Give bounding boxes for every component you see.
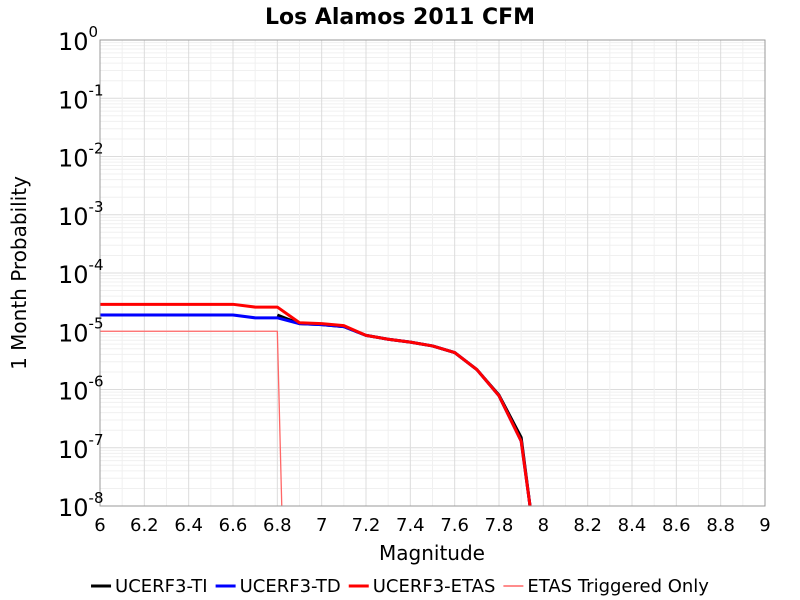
y-tick-exponent: -6 bbox=[89, 373, 104, 391]
series-line bbox=[100, 302, 532, 507]
y-axis-ticks: 100 10-1 10-2 10-3 10-4 10-5 10-6 10-7 10-8 bbox=[58, 23, 104, 522]
x-tick-label: 6 bbox=[94, 515, 105, 536]
y-tick-label: 10-8 bbox=[58, 489, 104, 522]
y-tick-label: 10-7 bbox=[58, 431, 104, 464]
legend-label: ETAS Triggered Only bbox=[527, 576, 709, 597]
legend-label: UCERF3-TD bbox=[240, 576, 341, 597]
x-tick-label: 8.6 bbox=[662, 515, 691, 536]
x-tick-label: 7.4 bbox=[396, 515, 425, 536]
legend-label: UCERF3-ETAS bbox=[373, 576, 496, 597]
y-tick-exponent: -3 bbox=[89, 198, 104, 216]
y-tick-label: 10-2 bbox=[58, 140, 104, 173]
y-tick-label: 10-6 bbox=[58, 373, 104, 406]
x-axis-label: Magnitude bbox=[379, 541, 485, 565]
grid bbox=[100, 40, 765, 506]
x-tick-label: 7 bbox=[316, 515, 327, 536]
x-axis-ticks: 6 6.2 6.4 6.6 6.8 7 7.2 7.4 7.6 7.8 8 8.2 8.4 8.6 8.8 9 bbox=[94, 515, 770, 536]
y-tick-exponent: -4 bbox=[89, 256, 104, 274]
x-tick-label: 8.8 bbox=[706, 515, 735, 536]
series-line bbox=[100, 330, 283, 507]
x-tick-label: 7.6 bbox=[440, 515, 469, 536]
y-tick-exponent: -5 bbox=[89, 314, 104, 332]
y-tick-exponent: -2 bbox=[89, 140, 104, 158]
y-tick-label: 10-4 bbox=[58, 256, 104, 289]
x-tick-label: 6.2 bbox=[130, 515, 159, 536]
plot-border bbox=[99, 39, 766, 507]
y-tick-exponent: 0 bbox=[89, 23, 99, 41]
x-tick-label: 6.6 bbox=[219, 515, 248, 536]
y-tick-exponent: -8 bbox=[89, 489, 104, 507]
x-tick-label: 9 bbox=[759, 515, 770, 536]
series-layer bbox=[100, 302, 532, 507]
legend-label: UCERF3-TI bbox=[115, 576, 208, 597]
y-tick-exponent: -7 bbox=[89, 431, 104, 449]
legend: UCERF3-TI UCERF3-TD UCERF3-ETAS ETAS Trigge… bbox=[91, 576, 709, 597]
y-tick-label: 10-3 bbox=[58, 198, 104, 231]
y-axis-label: 1 Month Probability bbox=[7, 176, 31, 370]
y-tick-exponent: -1 bbox=[89, 81, 104, 99]
chart-title: Los Alamos 2011 CFM bbox=[265, 5, 535, 30]
x-tick-label: 7.2 bbox=[352, 515, 381, 536]
x-tick-label: 7.8 bbox=[485, 515, 514, 536]
x-tick-label: 8.4 bbox=[618, 515, 647, 536]
x-tick-label: 8.2 bbox=[573, 515, 602, 536]
x-tick-label: 8 bbox=[538, 515, 549, 536]
x-tick-label: 6.8 bbox=[263, 515, 292, 536]
x-tick-label: 6.4 bbox=[174, 515, 203, 536]
y-tick-label: 100 bbox=[58, 23, 98, 56]
y-tick-label: 10-5 bbox=[58, 314, 104, 347]
y-tick-label: 10-1 bbox=[58, 81, 104, 114]
